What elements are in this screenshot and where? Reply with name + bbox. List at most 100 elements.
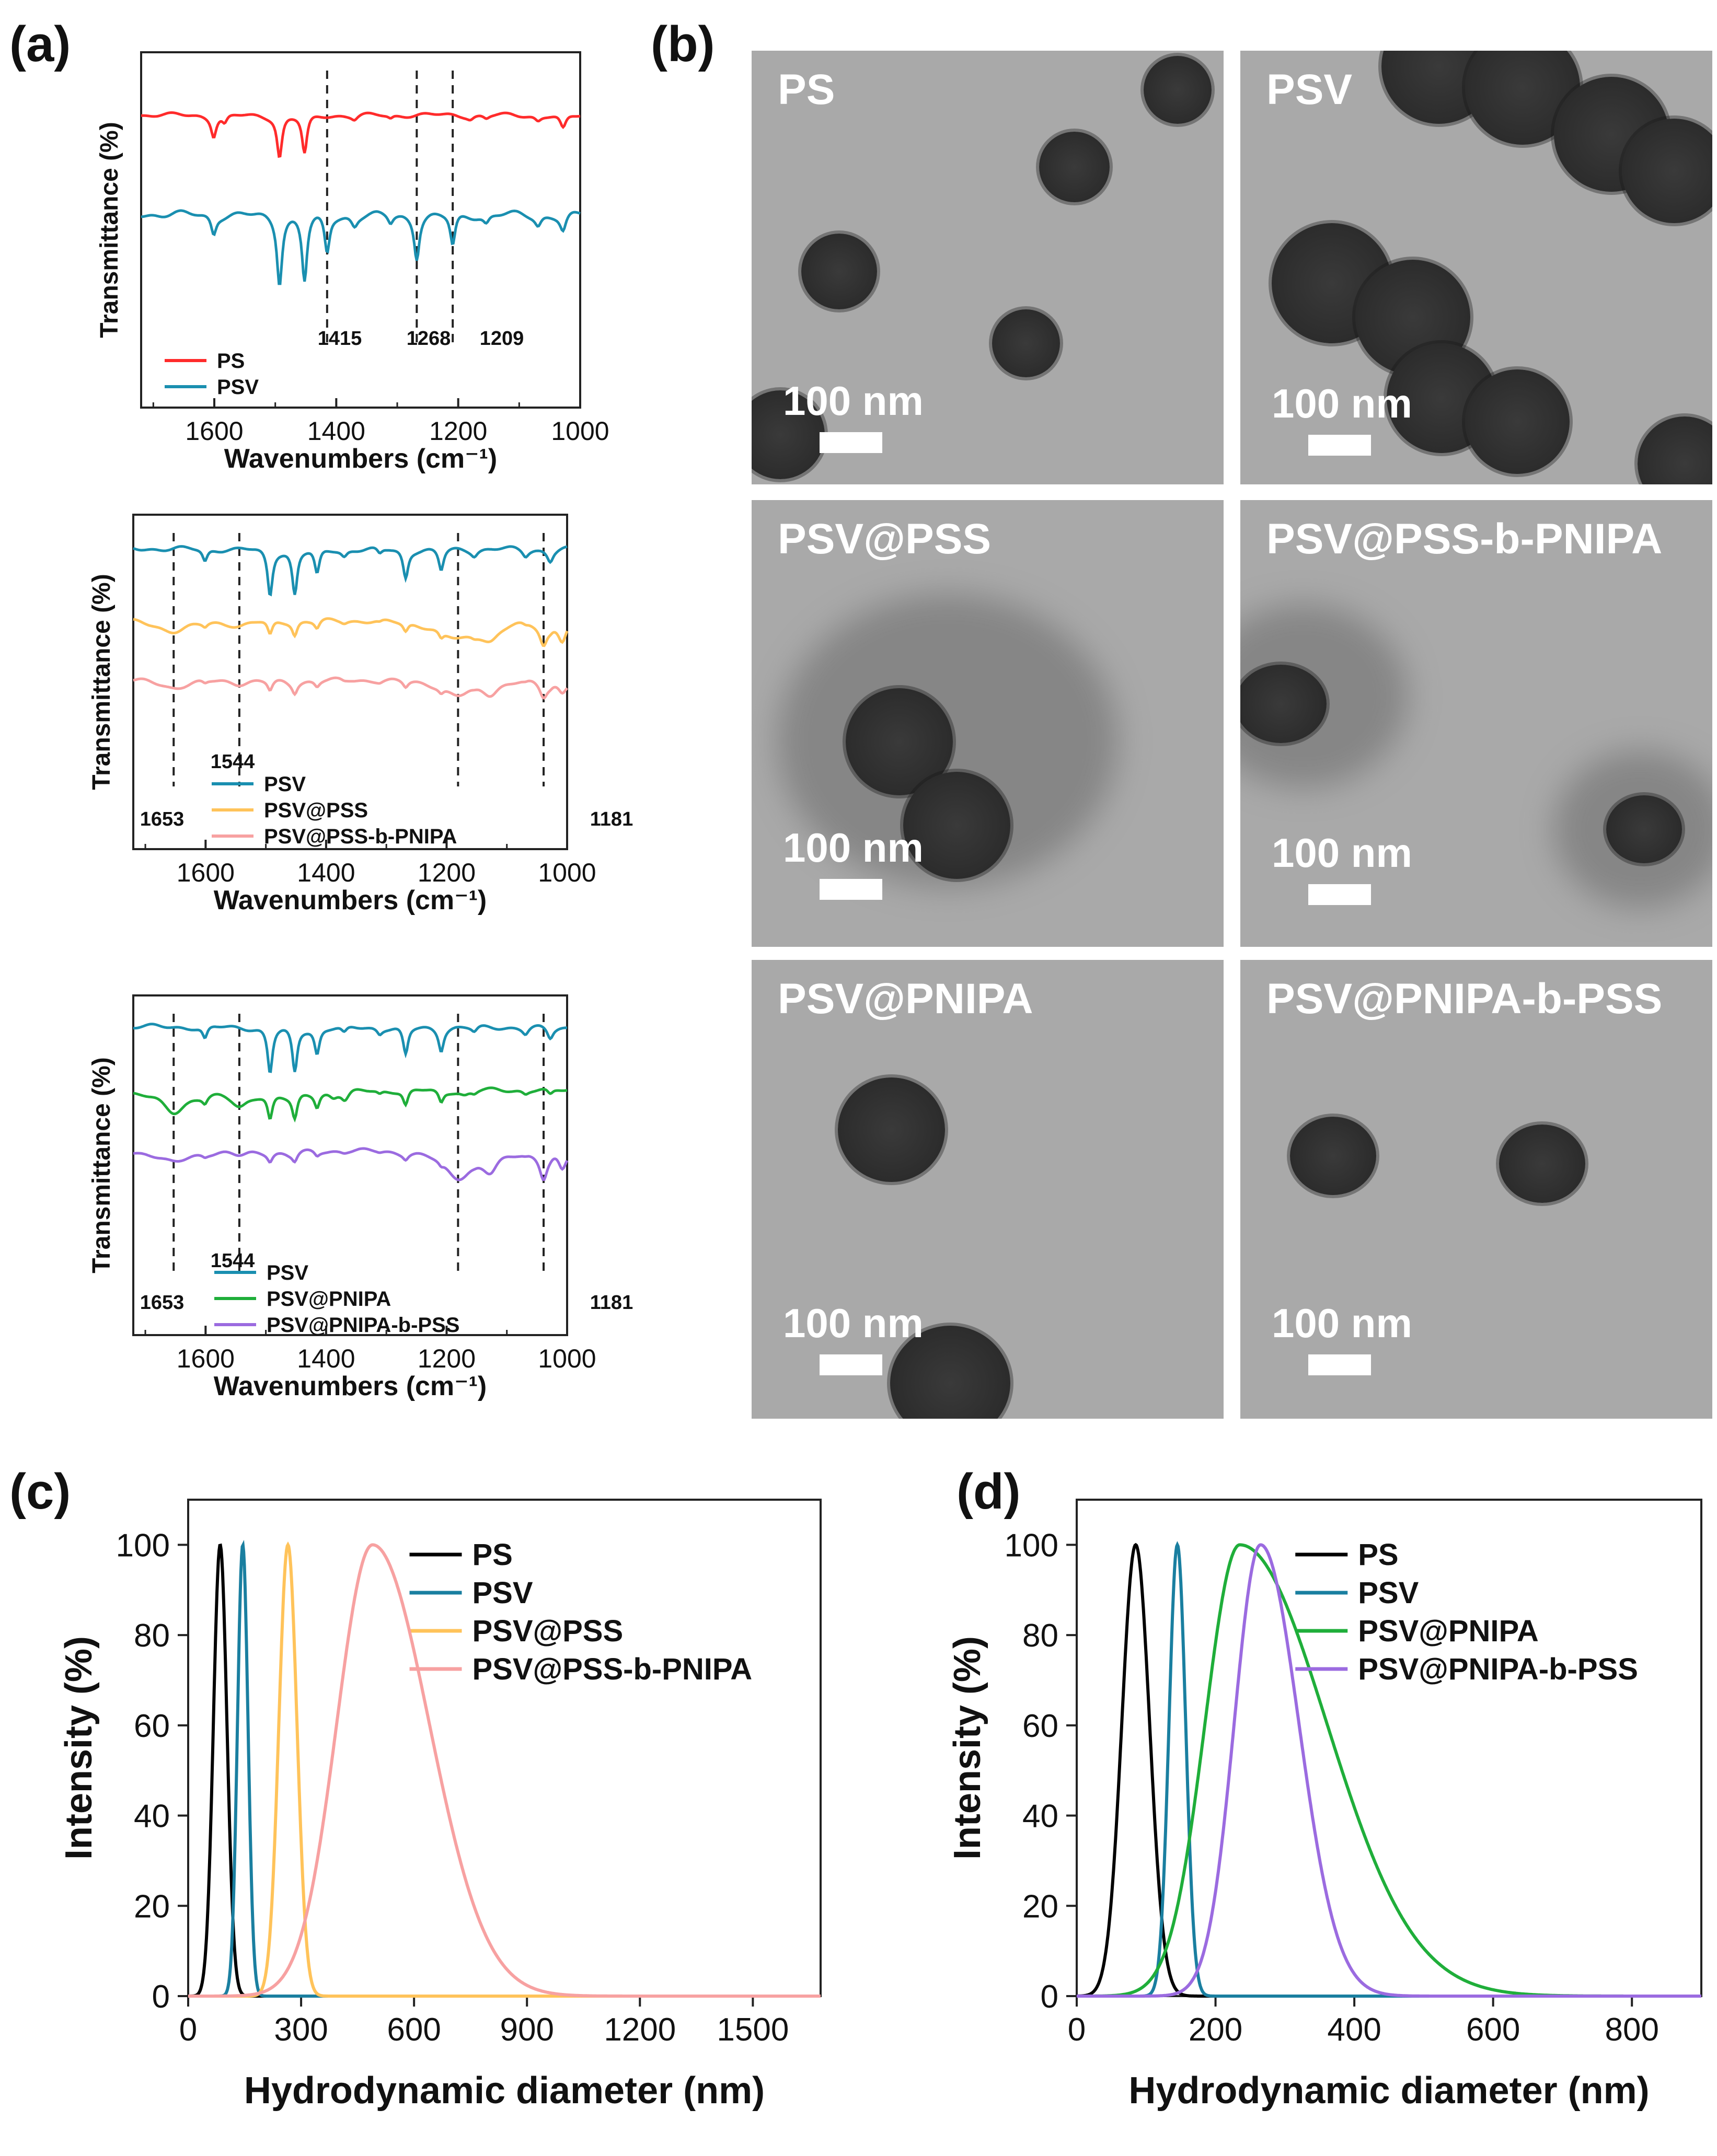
tem-image-ps: PS 100 nm xyxy=(752,51,1224,484)
particle xyxy=(1144,56,1212,124)
scale-bar xyxy=(820,432,882,453)
particle xyxy=(903,772,1010,879)
y-axis-label: Intensity (%) xyxy=(58,1636,100,1860)
y-tick-label: 60 xyxy=(1022,1708,1058,1744)
particle xyxy=(992,309,1060,377)
legend-label: PS xyxy=(473,1538,513,1572)
peak-annotation: 1653 xyxy=(140,808,185,830)
legend-label: PSV xyxy=(473,1576,533,1610)
x-tick-label: 1000 xyxy=(538,1344,596,1373)
y-tick-label: 0 xyxy=(1041,1979,1058,2015)
x-tick-label: 1200 xyxy=(604,2012,676,2048)
tem-image-grid: PS 100 nm PSV 100 nm PSV@PSS 100 nm PSV@… xyxy=(752,51,1712,1419)
x-tick-label: 1600 xyxy=(185,416,243,446)
x-tick-label: 1400 xyxy=(297,1344,355,1373)
particle xyxy=(1465,369,1570,474)
x-axis-label: Hydrodynamic diameter (nm) xyxy=(1128,2070,1649,2112)
peak-annotation: 1544 xyxy=(211,1250,255,1272)
scale-bar-label: 100 nm xyxy=(783,1300,924,1346)
spectrum-line xyxy=(133,617,569,647)
x-tick-label: 800 xyxy=(1605,2012,1658,2048)
spectrum-line xyxy=(133,1023,568,1073)
y-tick-label: 100 xyxy=(1005,1527,1058,1563)
spectrum-line xyxy=(133,676,568,700)
legend-label: PSV@PNIPA-b-PSS xyxy=(1358,1652,1638,1686)
y-axis-label: Transmittance (%) xyxy=(88,574,116,790)
y-tick-label: 20 xyxy=(1022,1888,1058,1925)
x-tick-label: 1000 xyxy=(538,858,596,887)
panel-label-c: (c) xyxy=(9,1464,71,1520)
scale-bar-label: 100 nm xyxy=(1272,380,1412,426)
scale-bar-label: 100 nm xyxy=(783,378,924,424)
scale-bar xyxy=(1308,884,1371,905)
spectrum-line xyxy=(133,1086,568,1123)
legend-label: PS xyxy=(1358,1538,1398,1572)
particle xyxy=(1240,665,1327,743)
tem-image-psv-pnipa-b-pss: PSV@PNIPA-b-PSS 100 nm xyxy=(1240,960,1712,1419)
x-axis-label: Wavenumbers (cm⁻¹) xyxy=(214,1371,487,1401)
tem-label: PS xyxy=(778,66,835,113)
peak-annotation: 1653 xyxy=(140,1292,185,1314)
spectrum-line xyxy=(133,545,568,597)
peak-annotation: 1181 xyxy=(590,808,633,830)
tem-label: PSV@PSS-b-PNIPA xyxy=(1266,515,1663,563)
particle xyxy=(1622,119,1712,223)
x-tick-label: 1200 xyxy=(418,858,476,887)
x-tick-label: 1600 xyxy=(177,1344,235,1373)
dls-chart-pnipa-series: 0 200 400 600 800 0 20 40 60 80 100 Hydrodynamic di… xyxy=(947,1499,1702,2112)
particle xyxy=(752,390,825,479)
x-axis-label: Hydrodynamic diameter (nm) xyxy=(244,2070,765,2112)
peak-annotation: 1415 xyxy=(318,328,362,350)
y-tick-label: 80 xyxy=(134,1618,170,1654)
x-tick-label: 1000 xyxy=(551,416,609,446)
legend-label: PSV xyxy=(1358,1576,1419,1610)
x-axis-label: Wavenumbers (cm⁻¹) xyxy=(224,444,498,474)
legend-label: PSV xyxy=(267,1261,308,1284)
y-tick-label: 20 xyxy=(134,1888,170,1925)
tem-image-psv-pss-b-pnipa: PSV@PSS-b-PNIPA 100 nm xyxy=(1240,500,1712,947)
x-tick-label: 0 xyxy=(179,2012,197,2048)
panel-label-a: (a) xyxy=(9,16,71,72)
tem-label: PSV@PNIPA-b-PSS xyxy=(1266,975,1663,1023)
legend-label: PSV@PSS xyxy=(473,1614,624,1648)
plot-frame xyxy=(140,51,581,409)
distribution-line xyxy=(1077,1543,1701,1998)
particle xyxy=(801,234,877,309)
plot-frame xyxy=(132,994,568,1336)
x-tick-label: 1400 xyxy=(307,416,365,446)
scale-bar xyxy=(820,1354,882,1375)
tem-image-psv-pnipa: PSV@PNIPA 100 nm xyxy=(752,960,1224,1419)
x-tick-label: 1200 xyxy=(418,1344,476,1373)
particle xyxy=(1290,1117,1376,1195)
tem-image-psv-pss: PSV@PSS 100 nm xyxy=(752,500,1224,947)
spectrum-line xyxy=(141,111,581,158)
y-tick-label: 100 xyxy=(116,1527,170,1563)
y-axis-label: Transmittance (%) xyxy=(96,122,123,338)
legend-label: PSV xyxy=(217,376,259,399)
plot-frame xyxy=(1076,1499,1702,1997)
y-tick-label: 40 xyxy=(1022,1799,1058,1835)
peak-annotation: 1544 xyxy=(211,751,255,773)
legend-label: PSV@PNIPA-b-PSS xyxy=(267,1314,459,1337)
legend-label: PSV@PNIPA xyxy=(267,1288,391,1311)
x-tick-label: 1200 xyxy=(429,416,487,446)
particle xyxy=(1638,416,1712,484)
spectrum-line xyxy=(141,209,581,285)
particle xyxy=(838,1077,945,1182)
scale-bar xyxy=(820,879,882,900)
particle xyxy=(890,1326,1010,1419)
x-tick-label: 600 xyxy=(387,2012,441,2048)
x-tick-label: 1500 xyxy=(717,2012,789,2048)
ftir-chart-pss-series: 1600 1400 1200 1000 Wavenumbers (cm⁻¹) Transm… xyxy=(88,514,633,915)
distribution-line xyxy=(188,1541,821,1998)
legend-label: PSV@PNIPA xyxy=(1358,1614,1539,1648)
y-tick-label: 40 xyxy=(134,1799,170,1835)
dls-chart-pss-series: 0 300 600 900 1200 1500 0 20 40 60 80 100 Hydrodynam… xyxy=(58,1499,822,2112)
legend-label: PSV@PSS xyxy=(264,799,368,822)
scale-bar-label: 100 nm xyxy=(1272,1300,1412,1346)
x-tick-label: 1400 xyxy=(297,858,355,887)
x-tick-label: 0 xyxy=(1068,2012,1086,2048)
panel-label-b: (b) xyxy=(651,16,715,72)
y-tick-label: 80 xyxy=(1022,1618,1058,1654)
legend-label: PSV xyxy=(264,773,306,796)
